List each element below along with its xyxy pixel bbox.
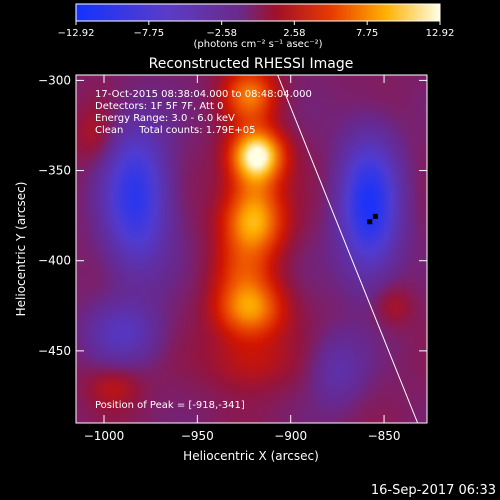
x-tick-label: −850 [368, 429, 401, 443]
y-tick-label: −350 [38, 164, 71, 178]
colorbar-ticks: −12.92 −7.75 −2.58 2.58 7.75 12.92 [57, 21, 454, 39]
colorbar-tick-label: 2.58 [283, 28, 305, 39]
colorbar-tick-label: 12.92 [426, 28, 455, 39]
annotation-time: 17-Oct-2015 08:38:04.000 to 08:48:04.000 [95, 89, 312, 100]
x-axis-label: Heliocentric X (arcsec) [183, 449, 319, 463]
peak-position-label: Position of Peak = [-918,-341] [95, 400, 245, 411]
x-tick-label: −950 [181, 429, 214, 443]
heatmap-image [76, 75, 427, 423]
plot-frame [75, 74, 428, 424]
annotation-counts: Clean Total counts: 1.79E+05 [95, 125, 255, 136]
y-tick-label: −400 [38, 254, 71, 268]
y-axis-ticks: −300 −350 −400 −450 [38, 73, 427, 358]
colorbar-tick-label: −2.58 [206, 28, 237, 39]
solar-limb-line [277, 75, 419, 423]
x-tick-label: −900 [274, 429, 307, 443]
annotation-detectors: Detectors: 1F 5F 7F, Att 0 [95, 101, 223, 112]
x-axis-ticks: −1000 −950 −900 −850 [84, 75, 401, 443]
chart-title: Reconstructed RHESSI Image [149, 56, 354, 72]
y-axis-label: Heliocentric Y (arcsec) [14, 182, 28, 317]
footer-timestamp: 16-Sep-2017 06:33 [371, 483, 496, 498]
peak-marker [367, 219, 373, 225]
colorbar-tick-label: 7.75 [356, 28, 378, 39]
colorbar-tick-label: −12.92 [57, 28, 94, 39]
colorbar-tick-label: −7.75 [134, 28, 165, 39]
colorbar-unit: (photons cm⁻² s⁻¹ asec⁻²) [193, 39, 322, 50]
colorbar [75, 3, 441, 22]
peak-marker [372, 213, 378, 219]
y-tick-label: −450 [38, 344, 71, 358]
x-tick-label: −1000 [84, 429, 125, 443]
annotation-energy: Energy Range: 3.0 - 6.0 keV [95, 113, 235, 124]
y-tick-label: −300 [38, 73, 71, 87]
